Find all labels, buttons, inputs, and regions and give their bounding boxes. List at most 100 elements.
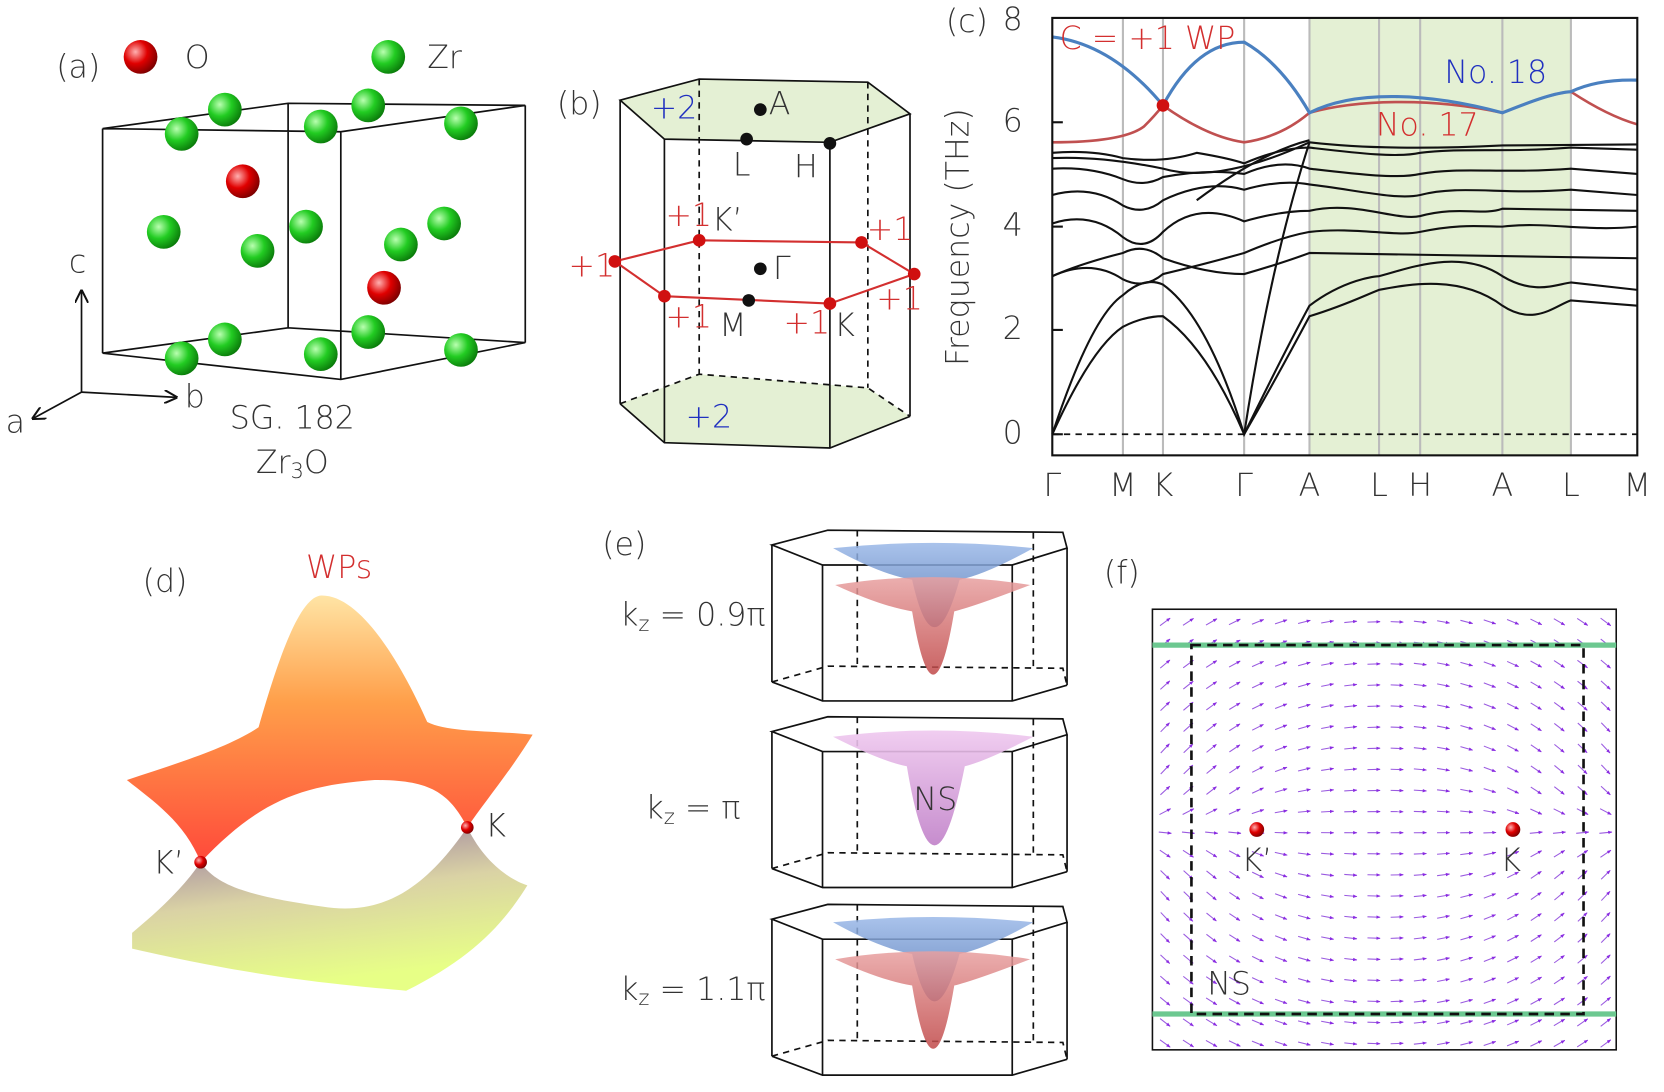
field-arrow (1530, 1019, 1543, 1026)
field-arrow (1251, 723, 1264, 731)
field-arrow (1321, 915, 1335, 920)
field-arrow (1344, 1021, 1358, 1025)
field-arrow (1321, 746, 1335, 751)
phonon-bands-part (1052, 181, 1638, 211)
field-arrow (1437, 620, 1450, 625)
field-arrow (1274, 766, 1288, 773)
field-arrow (1321, 1041, 1335, 1046)
field-arrow (1251, 744, 1264, 752)
field-arrow (1600, 975, 1611, 985)
field-arrow (1344, 746, 1358, 750)
field-arrow (1206, 743, 1217, 753)
field-arrow (1229, 891, 1241, 900)
field-arrow (1344, 683, 1358, 687)
field-arrow (1553, 933, 1565, 943)
field-arrow (1297, 767, 1311, 772)
field-arrow (1600, 680, 1611, 690)
field-arrow (1344, 619, 1358, 624)
field-arrow (1205, 660, 1218, 668)
field-arrow (1274, 872, 1288, 878)
field-arrow (1460, 935, 1474, 941)
field-arrow (1600, 659, 1611, 669)
field-arrow (1321, 978, 1335, 983)
field-arrow (1160, 764, 1170, 775)
field-arrow (1600, 743, 1611, 754)
field-arrow (1228, 831, 1242, 835)
field-arrow (1437, 767, 1451, 772)
hs-points-part (754, 262, 767, 276)
field-arrow (1344, 1042, 1358, 1046)
field-arrow (1159, 617, 1171, 627)
field-arrow (1344, 725, 1358, 729)
field-arrow (1530, 808, 1543, 815)
field-arrow (1460, 725, 1474, 730)
field-arrow (1206, 933, 1217, 943)
field-arrow (1530, 618, 1543, 626)
field-arrow (1530, 744, 1542, 753)
field-arrow (1321, 619, 1335, 624)
field-arrow (1297, 619, 1311, 624)
x-label: Γ (1235, 468, 1253, 504)
field-arrow (1506, 850, 1520, 857)
field-arrow (1483, 619, 1497, 625)
panel-label: (e) (602, 527, 646, 563)
kz-sub: z (664, 804, 675, 829)
field-arrow (1344, 767, 1358, 771)
field-arrow (1251, 955, 1264, 963)
field-arrow (1553, 976, 1565, 985)
field-arrow (1182, 1039, 1194, 1048)
field-arrow (1553, 702, 1565, 711)
field-arrow (1321, 894, 1335, 899)
field-arrow (1390, 683, 1404, 687)
field-arrow (1182, 808, 1195, 815)
charge: +1 (665, 299, 712, 335)
field-arrow (1321, 788, 1335, 792)
point-label: A (769, 86, 791, 122)
field-arrow (1507, 702, 1519, 710)
charge: +2 (651, 91, 698, 127)
field-arrow (1182, 975, 1194, 985)
x-label: Γ (1043, 468, 1061, 504)
point-label: Γ (773, 251, 791, 287)
panel-a: (a) O Zr c a b SG. 182 Zr3O (6, 40, 527, 483)
lower-band (132, 827, 528, 991)
field-arrow (1507, 934, 1519, 942)
field-arrow (1530, 786, 1542, 795)
field-arrow (1483, 872, 1497, 878)
field-arrow (1413, 1020, 1427, 1024)
field-arrow (1274, 914, 1288, 920)
field-arrow (1205, 681, 1218, 690)
field-arrow (1530, 1040, 1543, 1047)
x-label: L (1370, 468, 1388, 504)
x-label: A (1299, 468, 1321, 504)
atom-zr (303, 109, 338, 144)
field-arrow (1251, 809, 1265, 815)
weyl-point (460, 821, 474, 834)
phonon-bands-part (1052, 163, 1638, 184)
phonon-bands-part (1051, 206, 1638, 245)
field-arrow (1437, 957, 1450, 961)
axis-label: a (6, 405, 25, 441)
field-arrow (1507, 723, 1519, 731)
atom-zr (208, 92, 242, 127)
field-arrow (1297, 893, 1311, 899)
field-arrow (1600, 1039, 1612, 1048)
field-arrow (1229, 723, 1241, 732)
field-arrow (1437, 683, 1450, 688)
charge: +1 (876, 281, 923, 317)
field-arrow (1205, 831, 1219, 835)
kz-label: kz = 0.9π (620, 598, 765, 636)
field-arrow (1274, 682, 1288, 688)
field-arrow (1229, 765, 1241, 774)
slice-1 (771, 529, 1068, 702)
field-arrow (1251, 851, 1265, 857)
field-arrow (1390, 704, 1404, 709)
field-arrow (1460, 810, 1474, 814)
field-arrow (1229, 870, 1241, 879)
field-arrow (1159, 975, 1171, 985)
field-arrow (1553, 681, 1565, 690)
field-arrow (1297, 956, 1311, 962)
panel-title: WPs (306, 550, 372, 586)
